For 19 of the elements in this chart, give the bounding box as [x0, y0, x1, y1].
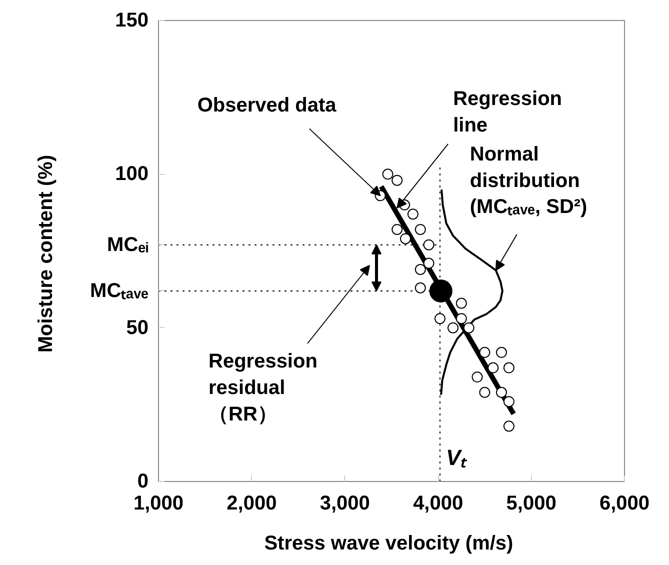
x-tick-label: 1,000 [133, 492, 184, 514]
y-axis-title: Moisture content (%) [35, 154, 58, 353]
y-tick-label: 150 [115, 10, 149, 32]
y-tick-label: MCₑᵢ [107, 234, 149, 256]
x-tick-label: 5,000 [506, 492, 556, 514]
annotation: Observed data [197, 94, 338, 117]
x-axis-title: Stress wave velocity (m/s) [264, 532, 514, 554]
annotation: Vₜ [446, 444, 468, 470]
x-tick-label: 4,000 [413, 492, 464, 514]
x-tick-label: 2,000 [226, 492, 277, 514]
annotation: Normal distribution (MCₜₐᵥₑ, SD²) [470, 143, 588, 218]
y-tick-label: 0 [137, 470, 148, 492]
y-tick-label: MCₜₐᵥₑ [90, 280, 149, 302]
x-tick-label: 6,000 [599, 492, 650, 514]
x-tick-label: 3,000 [320, 492, 370, 514]
y-tick-label: 50 [126, 316, 149, 339]
annotation: Regression residual （RR） [208, 350, 318, 426]
y-tick-label: 100 [115, 163, 149, 186]
annotation: Regression line [453, 88, 562, 136]
